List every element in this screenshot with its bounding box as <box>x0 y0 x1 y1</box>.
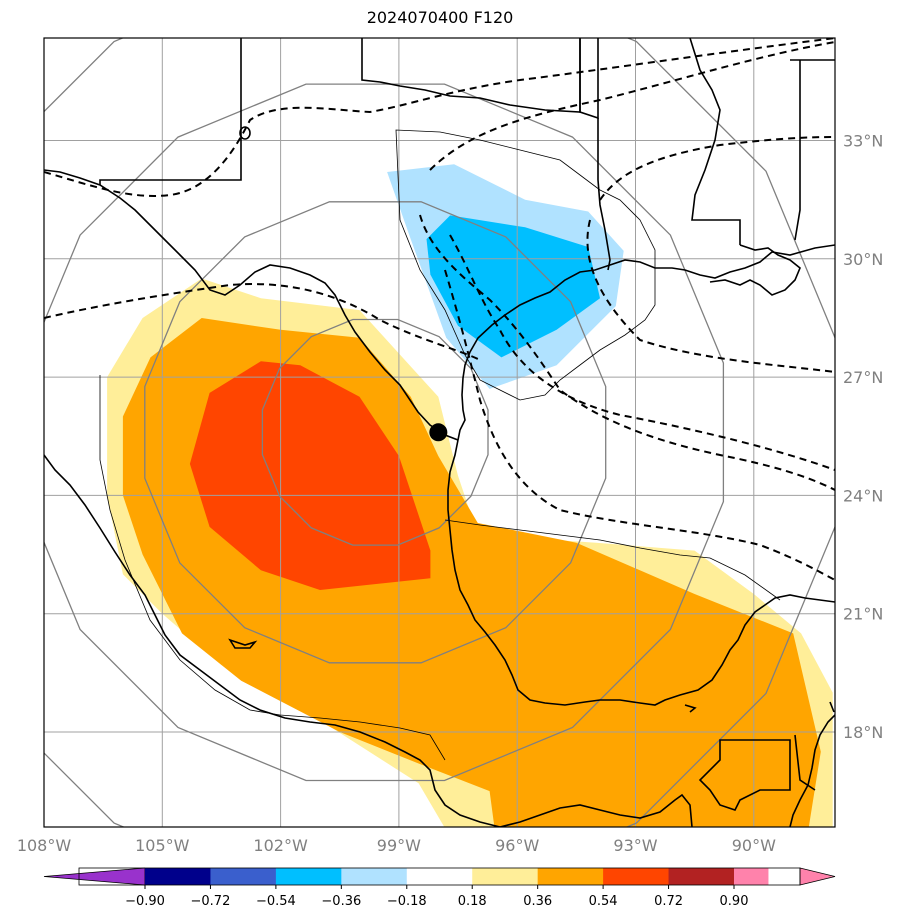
range-ring <box>44 83 725 782</box>
lat-tick-label: 27°N <box>843 368 883 387</box>
map-area <box>44 38 835 827</box>
central-america-coast <box>499 793 693 827</box>
colorbar-bin <box>472 868 539 885</box>
lat-tick-label: 33°N <box>843 132 883 151</box>
colorbar-bin <box>537 868 604 885</box>
state-border-tx-ok <box>361 38 581 113</box>
coastlines <box>44 38 835 827</box>
island-bay <box>684 704 697 713</box>
lon-tick-label: 108°W <box>17 836 72 855</box>
state-border-nm-tx <box>99 38 242 185</box>
colorbar-extend-max <box>799 867 836 886</box>
island <box>239 126 251 140</box>
isobar <box>44 38 835 197</box>
lon-tick-label: 96°W <box>495 836 539 855</box>
colorbar-bin <box>603 868 670 885</box>
storm-center-marker <box>429 423 448 442</box>
us-mexico-border <box>44 169 459 441</box>
state-border-ms-al <box>790 59 835 241</box>
colorbar-label: 0.72 <box>654 894 683 909</box>
state-border-tx-la <box>597 118 611 271</box>
forecast-domain-outline <box>99 129 781 761</box>
isobars <box>44 38 835 581</box>
us-gulf-coast <box>457 244 835 441</box>
range-ring <box>144 201 607 664</box>
colorbar-extend-min <box>43 867 145 886</box>
lat-tick-label: 30°N <box>843 250 883 269</box>
isobar <box>444 269 835 581</box>
gridlines <box>44 38 835 827</box>
isobar <box>429 41 835 171</box>
colorbar-label: −0.90 <box>125 894 165 909</box>
domain-outline-south <box>99 375 446 761</box>
island-baja <box>228 638 258 649</box>
colorbar-label: 0.90 <box>720 894 749 909</box>
lat-tick-label: 24°N <box>843 486 883 505</box>
yucatan-east-coast <box>789 714 835 827</box>
colorbar-label: −0.36 <box>321 894 361 909</box>
domain-outline-gulf <box>444 519 781 601</box>
domain-outline-north <box>395 129 656 401</box>
isobar <box>449 234 835 471</box>
contour-fills <box>107 164 833 827</box>
border-guatemala <box>698 739 791 811</box>
colorbar-label: 0.18 <box>458 894 487 909</box>
lon-tick-label: 93°W <box>613 836 657 855</box>
lat-tick-label: 21°N <box>843 605 883 624</box>
mexico-pacific-coast <box>44 454 501 827</box>
isobar <box>599 136 835 201</box>
coast-detail-la <box>709 244 801 296</box>
range-ring <box>44 38 835 827</box>
colorbar-label: 0.54 <box>589 894 618 909</box>
colorbar-bin <box>668 868 735 885</box>
lon-tick-label: 90°W <box>732 836 776 855</box>
state-border-ok-ar <box>579 38 599 120</box>
colorbar-bin <box>406 868 473 885</box>
colorbar-bin <box>341 868 408 885</box>
longitude-tick-labels: 108°W 105°W 102°W 99°W 96°W 93°W 90°W <box>17 836 776 855</box>
contour-region-4 <box>426 215 600 358</box>
lat-tick-label: 18°N <box>843 723 883 742</box>
isobar <box>586 219 835 373</box>
lon-tick-label: 99°W <box>377 836 421 855</box>
colorbar-label: −0.18 <box>387 894 427 909</box>
map-frame <box>43 37 836 828</box>
lon-tick-label: 102°W <box>253 836 308 855</box>
colorbar-label: 0.36 <box>523 894 552 909</box>
mexico-east-coast <box>447 439 835 706</box>
colorbar-bin <box>210 868 277 885</box>
colorbar-bin <box>734 868 769 885</box>
isobar <box>44 283 481 361</box>
border-belize <box>794 734 816 791</box>
latitude-tick-labels: 33°N 30°N 27°N 24°N 21°N 18°N <box>843 132 883 743</box>
contour-region-2 <box>189 361 431 590</box>
lon-tick-label: 105°W <box>135 836 190 855</box>
colorbar-label: −0.72 <box>191 894 231 909</box>
isobar <box>419 214 835 491</box>
colorbar-label: −0.54 <box>256 894 296 909</box>
colorbar: −0.90 −0.72 −0.54 −0.36 −0.18 0.18 0.36 0.54 0.7… <box>43 867 836 909</box>
state-border-la-ms <box>689 38 741 245</box>
map-title: 2024070400 F120 <box>366 8 514 27</box>
colorbar-bin <box>145 868 211 885</box>
colorbar-frame <box>78 867 801 886</box>
colorbar-bin <box>275 868 342 885</box>
island-cozumel <box>829 701 835 713</box>
